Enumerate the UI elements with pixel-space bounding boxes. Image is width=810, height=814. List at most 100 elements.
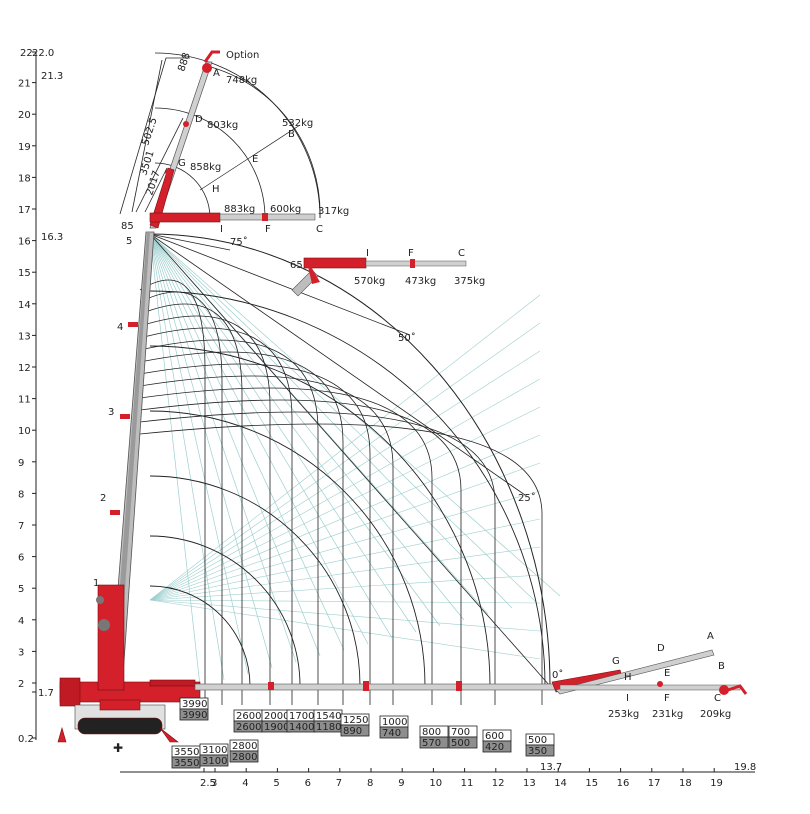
guide-line xyxy=(149,350,541,601)
low-jib-letter-i: I xyxy=(626,693,629,704)
top-jib-letter-a: A xyxy=(213,68,220,79)
capacity-top: 3100 xyxy=(202,745,227,756)
y-tick-label: 17 xyxy=(18,205,31,216)
capacity-top: 1540 xyxy=(316,711,341,722)
y-tick-label: 14 xyxy=(18,300,31,311)
top-jib-letter-c: C xyxy=(316,224,323,235)
guide-line xyxy=(149,406,541,601)
low-jib-letter-c: C xyxy=(714,693,721,704)
guide-lines xyxy=(149,233,561,687)
angle-spoke xyxy=(149,233,231,251)
top-jib-load-b: 532kg xyxy=(282,118,313,129)
boom-section-1: 1 xyxy=(93,578,99,589)
top-jib-dim-502-5: 502.5 xyxy=(140,116,159,147)
capacity-top: 1700 xyxy=(289,711,314,722)
main-boom xyxy=(96,231,155,691)
low-jib-letter-h: H xyxy=(624,672,632,683)
angle-50: 50˚ xyxy=(398,332,416,344)
y-extra-22-0: 22.0 xyxy=(32,48,54,59)
range-curve xyxy=(139,399,462,705)
range-curve xyxy=(139,351,344,705)
top-jib-load-f: 600kg xyxy=(270,204,301,215)
capacity-bottom: 500 xyxy=(451,738,470,749)
guide-line xyxy=(149,434,541,601)
capacity-bottom: 570 xyxy=(422,738,441,749)
guide-line xyxy=(149,233,513,609)
range-curve xyxy=(139,375,394,705)
top-jib-letter-g: G xyxy=(178,158,186,169)
guide-line xyxy=(149,599,541,632)
y-tick-label: 4 xyxy=(18,616,24,627)
y-tick-label: 21 xyxy=(18,79,31,90)
range-curve xyxy=(139,363,371,705)
y-tick-label: 0.2 xyxy=(18,734,34,745)
low-jib-letter-g: G xyxy=(612,656,620,667)
capacity-top: 1000 xyxy=(382,717,407,728)
capacity-boxes: 3990399035503550310031002800280026002600… xyxy=(171,697,555,769)
x-tick-label: 5 xyxy=(273,778,279,789)
guide-line xyxy=(149,518,541,601)
top-jib-dim-85: 85 xyxy=(121,221,134,232)
boom-section-2: 2 xyxy=(100,493,106,504)
capacity-bottom: 1400 xyxy=(289,722,314,733)
mid-jib-load-f: 473kg xyxy=(405,276,436,287)
x-tick-label: 16 xyxy=(617,778,630,789)
y-tick-label: 10 xyxy=(18,426,31,437)
angle-spoke xyxy=(149,233,411,336)
jib-arc xyxy=(154,162,211,219)
x-tick-label: 11 xyxy=(461,778,474,789)
guide-line xyxy=(149,462,541,601)
x-tick-label: 18 xyxy=(679,778,692,789)
mid-jib-letter-f: F xyxy=(408,248,414,259)
guide-line xyxy=(149,233,537,603)
top-jib-letter-h: H xyxy=(212,184,220,195)
range-curve xyxy=(139,303,243,705)
x-tick-label: 15 xyxy=(585,778,598,789)
capacity-top: 1250 xyxy=(343,715,368,726)
range-arc xyxy=(149,410,426,687)
x-extra-13-7: 13.7 xyxy=(540,762,562,773)
x-tick-label: 12 xyxy=(492,778,505,789)
capacity-bottom: 3990 xyxy=(182,710,207,721)
x-tick-label: 14 xyxy=(554,778,567,789)
guide-line xyxy=(149,233,465,621)
low-jib-load-c: 209kg xyxy=(700,709,731,720)
guide-line xyxy=(149,294,541,601)
y-tick-label: 9 xyxy=(18,458,24,469)
x-tick-label: 8 xyxy=(367,778,373,789)
y-tick-label: 7 xyxy=(18,521,24,532)
boom-section-4: 4 xyxy=(117,322,123,333)
x-tick-label: 19 xyxy=(710,778,723,789)
capacity-bottom: 2600 xyxy=(236,722,261,733)
low-jib-angle: 0˚ xyxy=(552,669,563,681)
mid-jib-load-c: 375kg xyxy=(454,276,485,287)
y-tick-label: 11 xyxy=(18,395,31,406)
mid-jib-angle: 65 xyxy=(290,260,303,271)
angle-spoke xyxy=(149,233,526,496)
y-tick-label: 20 xyxy=(18,110,31,121)
range-curve xyxy=(139,423,543,705)
top-jib-load-i: 883kg xyxy=(224,204,255,215)
crane-carrier xyxy=(57,677,201,743)
capacity-top: 700 xyxy=(451,727,470,738)
capacity-bottom: 1900 xyxy=(264,722,289,733)
top-jib-load-a: 748kg xyxy=(226,75,257,86)
y-extra-21-3: 21.3 xyxy=(41,71,63,82)
range-curve xyxy=(139,279,206,705)
x-tick-label: 7 xyxy=(336,778,342,789)
boom-section-5: 5 xyxy=(126,236,132,247)
horizontal-boom xyxy=(194,649,748,695)
y-extra-16-3: 16.3 xyxy=(41,232,63,243)
angle-spoke xyxy=(149,233,551,687)
working-range-curves xyxy=(139,52,551,705)
top-jib-letter-i: I xyxy=(220,224,223,235)
